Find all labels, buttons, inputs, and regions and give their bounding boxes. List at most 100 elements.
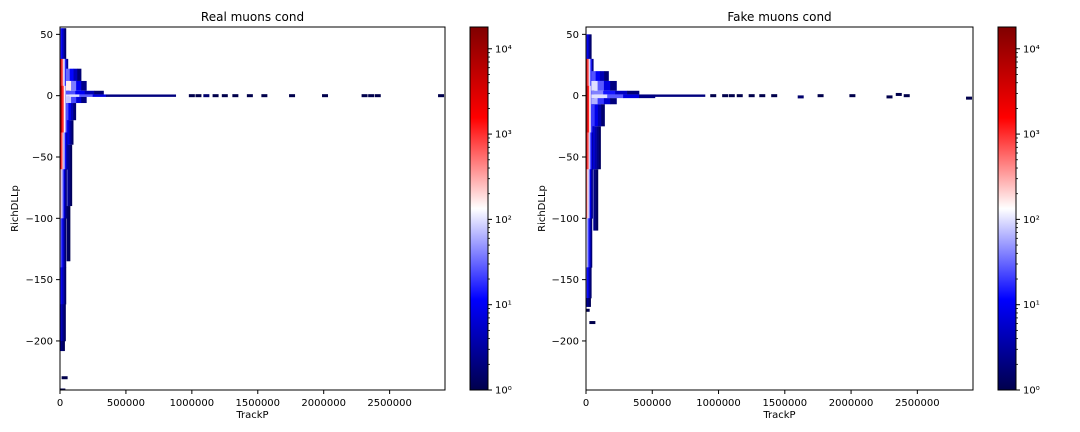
heatmap-cell [65, 90, 76, 95]
heatmap-cell [63, 340, 65, 352]
y-tick-label: 0 [47, 91, 53, 102]
heatmap-cell [589, 218, 592, 268]
heatmap-cell [797, 95, 804, 99]
heatmap-cell [60, 58, 62, 87]
heatmap-cell [69, 206, 71, 262]
colorbar [997, 26, 1017, 391]
heatmap-cell [597, 104, 602, 127]
colorbar-tick-label: 10⁰ [495, 386, 512, 397]
heatmap-cell [60, 340, 62, 352]
heatmap-cell [60, 169, 62, 219]
heatmap-cell [119, 94, 177, 97]
heatmap-cell [63, 28, 66, 60]
y-axis-ticks: 50 0 −50 −100 −150 −200 [552, 30, 586, 347]
heatmap-cell [60, 28, 62, 60]
heatmap-cell [261, 94, 268, 98]
heatmap-cell [590, 132, 593, 170]
heatmap-cell [588, 267, 590, 299]
heatmap-cell [68, 120, 71, 145]
heatmap-cell [60, 388, 66, 390]
heatmap-cell [586, 298, 588, 307]
heatmap-cell [71, 120, 74, 145]
heatmap-cell [70, 144, 73, 207]
heatmap-cell [591, 169, 593, 219]
heatmap-cell [604, 71, 609, 81]
heatmap-cell [60, 85, 63, 133]
x-axis-ticks: 0 500000 1000000 1500000 2000000 2500000 [57, 390, 412, 409]
heatmap-cell [374, 94, 381, 98]
heatmap-cell [728, 94, 735, 98]
heatmap-cell [586, 218, 588, 268]
chart-title: Fake muons cond [727, 10, 831, 24]
y-tick-label: −150 [552, 275, 579, 286]
heatmap-cell [588, 34, 590, 60]
heatmap-cell [590, 58, 593, 87]
heatmap-cell [65, 68, 71, 81]
heatmap-cell [63, 218, 66, 268]
x-tick-label: 0 [583, 398, 589, 409]
heatmap-cell [589, 85, 592, 133]
heatmap-cell [748, 94, 755, 98]
colorbar-tick-label: 10¹ [495, 300, 512, 311]
heatmap-cell [62, 28, 64, 60]
heatmap-cell [63, 132, 66, 170]
subplot-fake-muons: Fake muons cond 0 500000 1000000 1500000 200… [537, 10, 1040, 421]
heatmap-cell [586, 267, 588, 299]
heatmap-cell [65, 80, 72, 91]
heatmap-cell [590, 34, 592, 60]
x-tick-label: 1000000 [170, 398, 215, 409]
plot-frame [59, 26, 446, 391]
heatmap-cell [67, 206, 69, 262]
heatmap-cell [771, 94, 778, 98]
heatmap-cell [623, 94, 640, 99]
heatmap-cell [586, 34, 588, 60]
heatmap-cell [63, 304, 65, 342]
heatmap-cell [77, 68, 82, 81]
heatmap-cell [817, 94, 824, 98]
heatmap-cell [603, 80, 611, 91]
heatmap-cell [759, 94, 766, 98]
heatmap-cell [92, 94, 107, 97]
heatmap-cell [76, 80, 82, 91]
colorbar [469, 26, 489, 391]
heatmap-cell [64, 28, 67, 60]
heatmap-cell [63, 85, 66, 133]
colorbar-tick-label: 10⁴ [495, 44, 512, 55]
heatmap-cell [610, 80, 617, 91]
heatmap-cell [589, 34, 591, 60]
heatmap-cell [368, 94, 375, 98]
x-axis-ticks: 0 500000 1000000 1500000 2000000 2500000 [583, 390, 940, 409]
heatmap-cell [586, 169, 588, 219]
colorbar-tick-label: 10² [1023, 215, 1040, 226]
heatmap-cell [69, 68, 74, 81]
x-tick-label: 1000000 [696, 398, 741, 409]
heatmap-cell [61, 304, 63, 342]
heatmap-cell [598, 126, 601, 170]
heatmap-cell [587, 267, 589, 299]
heatmap-cell [61, 58, 64, 87]
heatmap-cell [591, 71, 596, 81]
heatmap-cell [588, 132, 591, 170]
colorbar-ticks: 10⁰ 10¹ 10² 10³ 10⁴ [1016, 44, 1040, 397]
heatmap-cell [63, 169, 66, 219]
y-tick-label: −200 [552, 336, 579, 347]
heatmap-cell [594, 126, 597, 170]
heatmap-cell [586, 298, 589, 307]
heatmap-cell [603, 90, 616, 95]
heatmap-cell [597, 80, 605, 91]
colorbar-tick-label: 10⁰ [1023, 386, 1040, 397]
heatmap-cell [595, 169, 598, 231]
heatmap-cell [722, 94, 729, 98]
heatmap-cell [61, 132, 64, 170]
heatmap-cell [849, 94, 856, 98]
heatmap-cell [597, 98, 605, 105]
heatmap-cell [64, 58, 67, 87]
y-tick-label: −100 [552, 214, 579, 225]
heatmap-cell [586, 85, 588, 133]
heatmap-cell [710, 94, 717, 98]
heatmap-cell [62, 267, 64, 305]
heatmap-cell [67, 120, 70, 145]
heatmap-cell [70, 120, 73, 145]
heatmap-cell [61, 218, 63, 268]
